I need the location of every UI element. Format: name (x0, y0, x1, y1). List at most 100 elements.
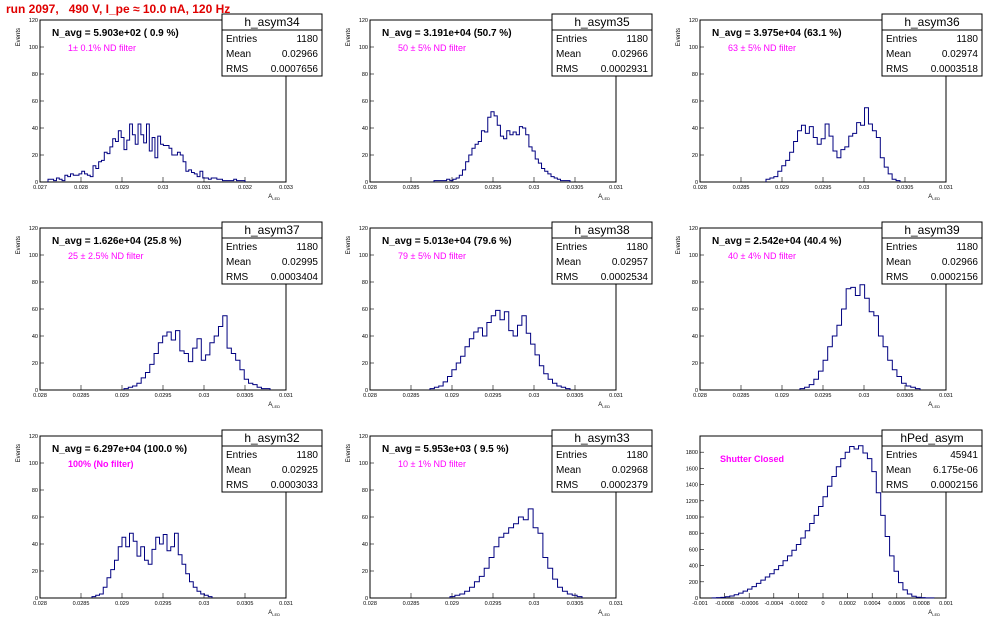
histogram-panel-h_asym32: 0 20 40 60 80 100 120 0.028 0.0285 0.029 0.0295 0.0… (16, 429, 323, 617)
stats-key: Entries (226, 242, 257, 253)
x-tick-label: 0.0004 (864, 601, 881, 607)
x-axis-label: ALED (598, 194, 610, 201)
y-tick-label: 0 (365, 388, 368, 394)
x-tick-label: 0.028 (33, 601, 47, 607)
y-tick-label: 20 (362, 569, 368, 575)
y-tick-label: 1600 (686, 466, 698, 472)
x-tick-label: -0.0008 (715, 601, 734, 607)
x-tick-label: 0.0305 (567, 601, 584, 607)
y-tick-label: 60 (362, 515, 368, 521)
filter-label: 40 ± 4% ND filter (728, 251, 796, 261)
histogram-panel-h_asym37: 0 20 40 60 80 100 120 0.028 0.0285 0.029 0.0295 0.0… (16, 221, 323, 409)
y-tick-label: 1000 (686, 515, 698, 521)
y-tick-label: 60 (692, 307, 698, 313)
stats-key: Mean (556, 49, 581, 60)
x-tick-label: -0.0002 (789, 601, 808, 607)
x-tick-label: 0.0002 (839, 601, 856, 607)
y-axis-label: Events (346, 28, 352, 46)
y-tick-label: 1400 (686, 483, 698, 489)
x-tick-label: 0.03 (859, 393, 870, 399)
y-tick-label: 120 (29, 18, 38, 24)
x-tick-label: 0.0305 (897, 393, 914, 399)
x-tick-label: 0.029 (445, 393, 459, 399)
stats-key: Mean (226, 49, 251, 60)
x-tick-label: 0.03 (529, 601, 540, 607)
y-tick-label: 0 (695, 180, 698, 186)
y-tick-label: 100 (29, 253, 38, 259)
x-tick-label: 0.028 (33, 393, 47, 399)
y-tick-label: 120 (29, 226, 38, 232)
y-tick-label: 20 (692, 153, 698, 159)
histogram-panel-h_asym39: 0 20 40 60 80 100 120 0.028 0.0285 0.029 0.0295 0.0… (676, 221, 983, 409)
histogram-series-h_asym38 (429, 309, 571, 390)
x-tick-label: 0.029 (445, 601, 459, 607)
y-axis-label: Events (676, 28, 682, 46)
y-tick-label: 40 (32, 334, 38, 340)
stats-key: Mean (886, 257, 911, 268)
y-tick-label: 60 (362, 99, 368, 105)
y-axis-label: Events (16, 236, 22, 254)
y-tick-label: 800 (689, 531, 698, 537)
x-tick-label: 0.028 (74, 185, 88, 191)
y-tick-label: 1800 (686, 450, 698, 456)
stats-value: 0.0003518 (931, 64, 979, 75)
x-axis-label: ALED (268, 402, 280, 409)
stats-value: 1180 (296, 34, 318, 45)
stats-key: Mean (886, 465, 911, 476)
x-tick-label: 0.0285 (733, 185, 750, 191)
x-tick-label: 0.029 (115, 185, 129, 191)
y-tick-label: 120 (29, 434, 38, 440)
x-tick-label: -0.0004 (764, 601, 783, 607)
y-tick-label: 120 (359, 18, 368, 24)
histogram-name: h_asym39 (904, 223, 960, 237)
stats-key: Mean (226, 465, 251, 476)
histogram-series-h_asym39 (799, 284, 921, 390)
navg-label: N_avg = 3.191e+04 (50.7 %) (382, 28, 512, 39)
y-tick-label: 20 (692, 361, 698, 367)
y-tick-label: 80 (692, 280, 698, 286)
y-tick-label: 100 (29, 45, 38, 51)
x-tick-label: 0.028 (363, 185, 377, 191)
stats-box: h_asym39 Entries 1180 Mean 0.02966 RMS 0.00021… (881, 221, 983, 285)
x-tick-label: 0.0285 (403, 601, 420, 607)
y-tick-label: 0 (695, 596, 698, 602)
y-tick-label: 120 (689, 18, 698, 24)
stats-value: 0.0003033 (271, 480, 319, 491)
y-tick-label: 80 (32, 280, 38, 286)
x-tick-label: 0.0295 (485, 601, 502, 607)
y-tick-label: 0 (35, 596, 38, 602)
stats-key: Entries (886, 34, 917, 45)
y-tick-label: 40 (32, 126, 38, 132)
stats-key: RMS (886, 64, 909, 75)
histogram-panel-h_asym33: 0 20 40 60 80 100 120 0.028 0.0285 0.029 0.0295 0.0… (346, 429, 653, 617)
stats-key: Entries (886, 242, 917, 253)
y-tick-label: 80 (32, 488, 38, 494)
stats-value: 1180 (296, 450, 318, 461)
x-tick-label: 0.027 (33, 185, 47, 191)
y-tick-label: 0 (35, 180, 38, 186)
x-tick-label: 0.0295 (485, 393, 502, 399)
y-tick-label: 20 (362, 361, 368, 367)
stats-key: Mean (556, 257, 581, 268)
stats-value: 0.0002931 (601, 64, 649, 75)
x-axis-label: ALED (598, 402, 610, 409)
y-axis-label: Events (346, 444, 352, 462)
y-tick-label: 40 (32, 542, 38, 548)
x-tick-label: 0.03 (158, 185, 169, 191)
stats-value: 1180 (626, 34, 648, 45)
x-tick-label: 0.0295 (155, 393, 172, 399)
x-tick-label: 0.029 (115, 601, 129, 607)
histogram-name: h_asym32 (244, 431, 300, 445)
y-tick-label: 40 (362, 126, 368, 132)
y-axis-label: Events (16, 28, 22, 46)
histogram-series-h_asym34 (47, 123, 246, 182)
y-tick-label: 0 (365, 596, 368, 602)
histogram-panel-h_asym36: 0 20 40 60 80 100 120 0.028 0.0285 0.029 0.0295 0.0… (676, 13, 983, 201)
y-tick-label: 100 (359, 45, 368, 51)
stats-key: Entries (556, 450, 587, 461)
histogram-series-h_asym37 (123, 315, 271, 390)
stats-key: RMS (556, 480, 579, 491)
y-tick-label: 600 (689, 547, 698, 553)
y-axis-label: Events (676, 236, 682, 254)
